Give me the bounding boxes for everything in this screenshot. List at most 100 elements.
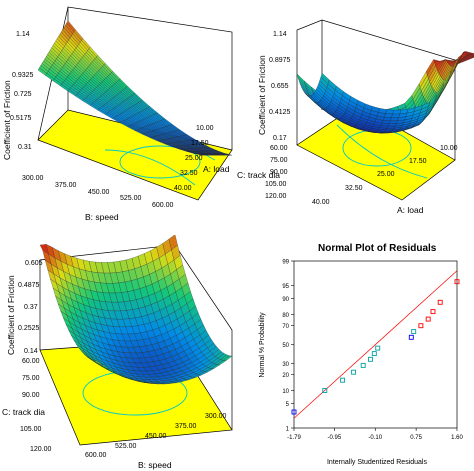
p3-ztick: 0.4875	[18, 282, 40, 289]
p4-residual-point	[371, 351, 377, 357]
p1-xlabel: B: speed	[85, 212, 119, 222]
p2-surface-cell	[468, 53, 474, 56]
p3-ztick: 0.37	[24, 304, 38, 311]
p2-ytick: 75.00	[270, 157, 288, 164]
p4-xtick-label: -0.95	[328, 435, 342, 441]
p3-ytick: 105.00	[20, 426, 42, 433]
p2-surface-cell	[386, 125, 396, 129]
p1-surface	[37, 20, 233, 156]
p2-surface-cell	[390, 117, 399, 121]
p2-ylabel: C: track dia	[237, 170, 280, 180]
p2-surface-cell	[391, 113, 401, 118]
p1-ytick: 17.50	[191, 140, 209, 147]
p3-ytick: 60.00	[22, 358, 40, 365]
p4-ytick-label: 95	[282, 284, 289, 290]
p4-residual-point	[375, 345, 381, 351]
p4-ylabel: Normal % Probability	[259, 312, 266, 378]
p4-ytick-label: 30	[282, 362, 289, 368]
p3-xtick: 375.00	[175, 423, 197, 430]
normal-plot-residuals: Normal Plot of Residuals 1 5 10 20 30 50 70 80 9…	[259, 243, 463, 466]
p4-xtick-label: -0.10	[368, 435, 382, 441]
p4-xtick-label: -1.79	[287, 435, 301, 441]
p3-ylabel: C: track dia	[2, 407, 45, 417]
p4-ytick-label: 50	[282, 343, 289, 349]
p1-xticks: 300.00 375.00 450.00 525.00 600.00	[22, 175, 174, 209]
p1-ztick: 0.9325	[12, 72, 34, 79]
p2-xtick: 40.00	[312, 199, 330, 206]
p4-residual-point	[408, 334, 414, 340]
p1-ytick: 25.00	[185, 155, 203, 162]
p3-ytick: 120.00	[30, 446, 52, 453]
p1-floor	[37, 109, 233, 201]
p3-ztick: 0.2525	[18, 325, 40, 332]
p2-surface-cell	[385, 109, 394, 115]
p2-xtick: 10.00	[440, 145, 458, 152]
p3-zticks: 0.605 0.4875 0.37 0.2525 0.14	[18, 260, 43, 355]
p2-surface-cell	[467, 54, 474, 57]
p3-xtick: 525.00	[115, 443, 137, 450]
p1-zlabel: Coefficient of Friction	[2, 80, 12, 160]
p2-ztick: 1.14	[273, 31, 287, 38]
p1-ztick: 0.31	[18, 144, 32, 151]
p2-xtick: 17.50	[409, 158, 427, 165]
p4-ytick-label: 5	[286, 402, 290, 408]
p3-xtick: 600.00	[85, 452, 107, 459]
p2-ztick: 0.4125	[269, 109, 291, 116]
surface-plot-load-trackdia: 1.14 0.8975 0.655 0.4125 0.17 Coefficien…	[237, 19, 474, 215]
p2-surface-cell	[384, 113, 393, 118]
p1-ylabel: A: load	[203, 164, 230, 174]
surface-plot-speed-load: 1.14 0.9325 0.725 0.5175 0.31 Coefficien…	[2, 6, 233, 222]
p2-ytick: 60.00	[270, 145, 288, 152]
p3-zlabel: Coefficient of Friction	[6, 275, 16, 355]
p2-surface	[296, 51, 474, 134]
p3-ytick: 75.00	[22, 375, 40, 382]
p4-xticks: -1.79 -0.95 -0.10 0.75 1.60	[287, 428, 463, 441]
p1-xtick: 450.00	[88, 189, 110, 196]
p2-yticks: 60.00 75.00 90.00 105.00 120.00	[265, 145, 288, 200]
p4-xtick-label: 0.75	[410, 435, 422, 441]
p4-ytick-label: 99	[282, 260, 289, 266]
surface-plot-speed-trackdia: 0.605 0.4875 0.37 0.2525 0.14 Coefficien…	[2, 235, 233, 470]
p4-residual-point	[430, 309, 436, 315]
p2-surface-cell	[389, 120, 398, 124]
p2-ytick: 105.00	[265, 181, 287, 188]
p3-surface-cell	[222, 355, 233, 361]
p2-ztick: 0.17	[273, 135, 287, 142]
p4-points	[291, 279, 460, 415]
p1-zticks: 1.14 0.9325 0.725 0.5175 0.31	[10, 31, 34, 151]
p4-residual-point	[368, 356, 373, 362]
p2-xtick: 25.00	[377, 171, 395, 178]
p2-ytick: 120.00	[265, 193, 287, 200]
p4-residual-point	[411, 329, 417, 335]
p1-ztick: 1.14	[16, 31, 30, 38]
p2-xticks: 40.00 32.50 25.00 17.50 10.00	[312, 145, 458, 206]
p4-title: Normal Plot of Residuals	[318, 243, 437, 254]
p2-zticks: 1.14 0.8975 0.655 0.4125 0.17	[269, 31, 291, 142]
p1-xtick: 525.00	[120, 195, 142, 202]
p4-residual-point	[340, 377, 346, 383]
p4-residual-point	[454, 279, 460, 285]
p2-surface-cell	[383, 116, 392, 121]
p3-ztick: 0.14	[24, 348, 38, 355]
p3-xtick: 300.00	[205, 413, 227, 420]
p4-fit-line	[293, 270, 458, 419]
p1-ytick: 10.00	[196, 125, 214, 132]
p2-xlabel: A: load	[397, 205, 424, 215]
p2-ztick: 0.655	[271, 83, 289, 90]
p1-ytick: 32.50	[180, 170, 198, 177]
p2-surface-cell	[470, 53, 474, 56]
p4-yticks: 1 5 10 20 30 50 70 80 90 95 99	[282, 260, 294, 433]
p4-residual-point	[437, 299, 443, 305]
p3-xtick: 450.00	[145, 433, 167, 440]
p3-yticks: 60.00 75.00 90.00 105.00 120.00	[20, 358, 52, 453]
p4-residual-point	[322, 388, 328, 393]
p1-xtick: 600.00	[152, 202, 174, 209]
p4-ytick-label: 10	[282, 389, 289, 395]
p2-surface-cell	[385, 127, 395, 131]
p1-xtick: 375.00	[55, 182, 77, 189]
p1-ztick: 0.5175	[10, 115, 32, 122]
p1-xtick: 300.00	[22, 175, 44, 182]
p4-ytick-label: 80	[282, 313, 289, 319]
p1-surface-cell	[194, 153, 204, 156]
p4-xtick-label: 1.60	[451, 435, 463, 441]
